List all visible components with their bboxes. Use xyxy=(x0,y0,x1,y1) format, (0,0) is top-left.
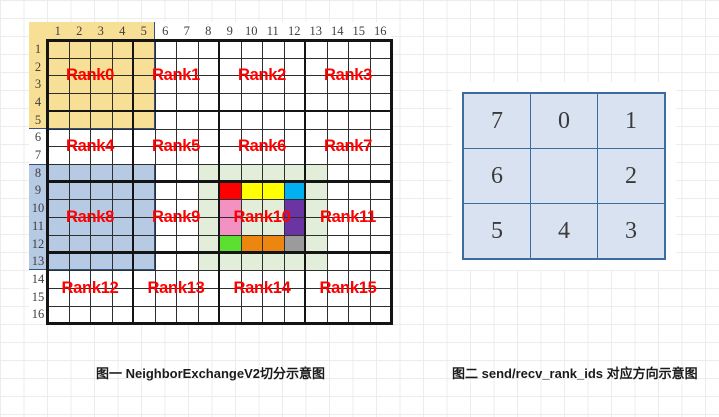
rank-label: Rank4 xyxy=(65,136,115,155)
column-header-label: 15 xyxy=(352,23,366,38)
figure1-caption: 图一 NeighborExchangeV2切分示意图 xyxy=(96,366,325,381)
column-header-label: 8 xyxy=(205,23,212,38)
row-header-label: 15 xyxy=(31,289,45,304)
column-header-label: 3 xyxy=(97,23,104,38)
row-header-label: 10 xyxy=(31,200,45,215)
row-header-label: 2 xyxy=(34,59,42,74)
column-header-label: 6 xyxy=(162,23,169,38)
column-header-label: 11 xyxy=(266,23,279,38)
gray-cell xyxy=(283,234,305,253)
direction-cell: 4 xyxy=(530,203,598,260)
rank-label: Rank11 xyxy=(320,207,376,226)
row-header-label: 1 xyxy=(34,41,42,56)
column-header-label: 9 xyxy=(226,23,233,38)
rank-label: Rank15 xyxy=(319,278,377,297)
direction-cell: 6 xyxy=(462,148,531,204)
row-header-label: 12 xyxy=(31,236,45,251)
row-header-label: 14 xyxy=(31,271,45,286)
row-header-label: 11 xyxy=(31,218,45,233)
rank-label: Rank9 xyxy=(151,207,201,226)
direction-cell-center xyxy=(530,148,598,204)
column-header-label: 10 xyxy=(245,23,258,38)
column-header-label: 5 xyxy=(140,23,147,38)
rank-label: Rank0 xyxy=(65,66,115,85)
yellow-cell xyxy=(240,181,262,200)
rank-label: Rank2 xyxy=(237,66,287,85)
column-header-label: 7 xyxy=(183,23,190,38)
column-header-label: 1 xyxy=(54,23,61,38)
row-header-label: 8 xyxy=(34,165,42,180)
rank-label: Rank13 xyxy=(147,278,205,297)
rank-label: Rank1 xyxy=(151,66,201,85)
row-header-label: 9 xyxy=(34,183,42,198)
cyan-cell xyxy=(283,181,305,200)
rank-grid-figure: 1 2 3 4 5 6 7 8 9 10 11 12 13 14 15 16 1 2 3 4 5 6 7 8 9 10 11 12 13… xyxy=(29,22,393,325)
rank-label: Rank12 xyxy=(61,278,119,297)
rank-label: Rank8 xyxy=(65,207,115,226)
orange-cell xyxy=(262,234,284,253)
direction-cell: 7 xyxy=(462,92,531,149)
red-cell xyxy=(219,181,241,200)
row-header-label: 4 xyxy=(34,94,42,109)
block-border-vertical xyxy=(303,38,307,325)
block-border-horizontal xyxy=(45,180,393,183)
row-header-label: 13 xyxy=(31,254,45,268)
column-header-label: 4 xyxy=(119,23,126,38)
direction-cell: 0 xyxy=(530,92,598,149)
purple-cell xyxy=(283,199,305,217)
column-header-label: 12 xyxy=(288,23,301,38)
green-cell xyxy=(219,234,241,253)
row-header-label: 7 xyxy=(34,147,42,162)
direction-cell: 2 xyxy=(597,148,666,204)
row-header-label: 16 xyxy=(31,307,45,322)
rank-label: Rank7 xyxy=(323,136,373,155)
direction-cell: 3 xyxy=(597,203,666,260)
pink-cell xyxy=(219,217,241,235)
rank-label: Rank3 xyxy=(323,66,373,85)
row-header-label: 3 xyxy=(34,77,42,91)
rank-label: Rank6 xyxy=(237,136,287,155)
purple-cell xyxy=(283,217,305,235)
column-header-label: 14 xyxy=(331,23,344,38)
pink-cell xyxy=(219,199,241,217)
block-border-vertical xyxy=(389,38,393,325)
row-header-label: 5 xyxy=(34,112,42,127)
block-border-horizontal xyxy=(45,251,393,254)
rank-label: Rank14 xyxy=(233,278,291,297)
column-header-label: 13 xyxy=(309,23,323,38)
orange-cell xyxy=(240,234,262,253)
direction-cell: 1 xyxy=(597,92,666,149)
row-header-label: 6 xyxy=(34,130,42,145)
column-header-label: 16 xyxy=(374,23,387,38)
direction-cell: 5 xyxy=(462,203,531,260)
rank-label: Rank10 xyxy=(233,207,291,226)
figure2-caption: 图二 send/recv_rank_ids 对应方向示意图 xyxy=(452,366,698,381)
column-header-label: 2 xyxy=(76,23,83,38)
yellow-cell xyxy=(262,181,284,200)
block-border-horizontal xyxy=(45,321,393,325)
rank-label: Rank5 xyxy=(151,136,201,155)
